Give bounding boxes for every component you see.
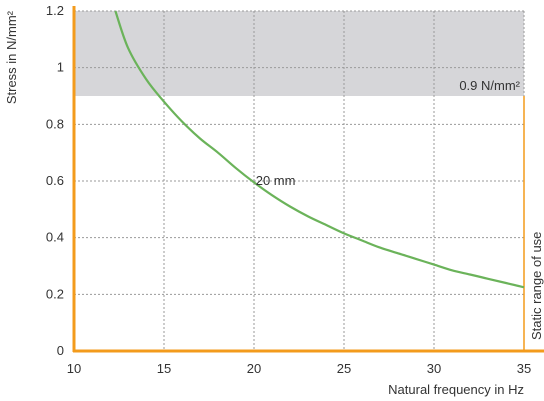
x-tick-label: 10 [67, 361, 81, 376]
x-tick-labels: 10 15 20 25 30 35 [67, 361, 531, 376]
series-line-20mm [114, 10, 525, 289]
y-tick-labels: 0 0.2 0.4 0.6 0.8 1 1.2 [46, 3, 64, 358]
x-tick-label: 30 [427, 361, 441, 376]
x-tick-label: 35 [517, 361, 531, 376]
threshold-label: 0.9 N/mm² [459, 78, 520, 93]
y-tick-label: 0.4 [46, 230, 64, 245]
y-axis-label: Stress in N/mm² [4, 10, 19, 104]
x-tick-label: 15 [157, 361, 171, 376]
static-range-label: Static range of use [529, 232, 544, 340]
x-tick-label: 20 [247, 361, 261, 376]
x-axis-label: Natural frequency in Hz [388, 382, 524, 397]
y-tick-label: 1.2 [46, 3, 64, 18]
series-label: 20 mm [256, 173, 296, 188]
y-tick-label: 0.8 [46, 116, 64, 131]
x-tick-label: 25 [337, 361, 351, 376]
y-tick-label: 0.6 [46, 173, 64, 188]
y-tick-label: 0.2 [46, 286, 64, 301]
y-tick-label: 1 [57, 60, 64, 75]
y-tick-label: 0 [57, 343, 64, 358]
shaded-region [74, 11, 524, 96]
